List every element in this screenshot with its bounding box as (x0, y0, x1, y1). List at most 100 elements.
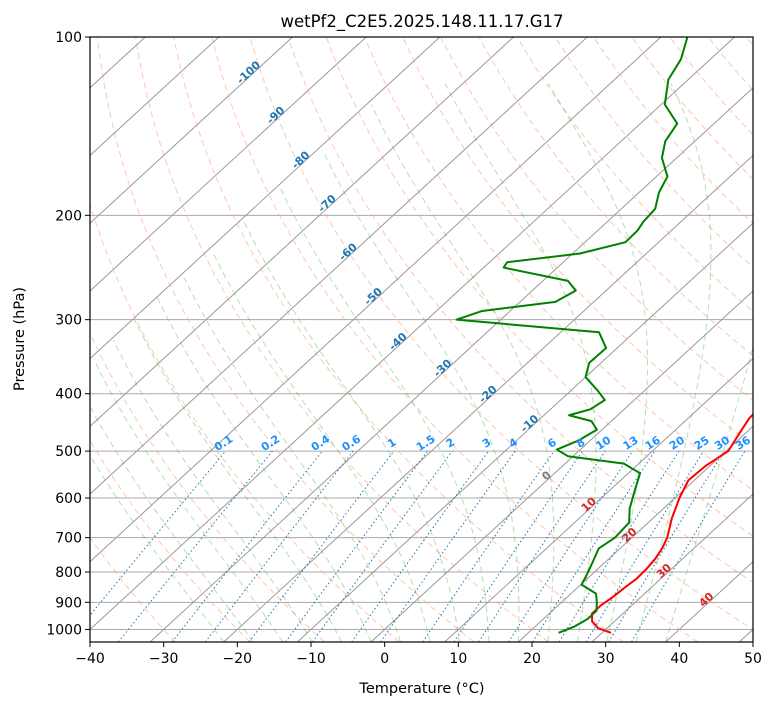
isotherm-line (665, 561, 753, 642)
moist-adiabat-line (279, 188, 490, 642)
isotherm-line (370, 290, 753, 642)
dry-adiabat-line (364, 37, 753, 491)
isotherm-line (0, 37, 72, 642)
y-tick-label: 600 (55, 491, 82, 507)
y-tick-label: 300 (55, 313, 82, 329)
mixing-ratio-line (558, 450, 680, 642)
x-tick-label: −10 (296, 651, 326, 667)
x-tick-label: 10 (449, 651, 467, 667)
y-tick-label: 100 (55, 30, 82, 46)
x-tick-label: 30 (597, 651, 615, 667)
isotherm-label: -10 (518, 412, 542, 435)
mixing-ratio-line (285, 450, 428, 642)
mixing-ratio-line (422, 450, 555, 642)
isotherm-label: -20 (476, 383, 500, 406)
y-tick-label: 900 (55, 595, 82, 611)
isotherm-line (739, 628, 753, 642)
dry-adiabat-line (402, 37, 753, 446)
moist-adiabat-line (93, 359, 284, 642)
y-tick-label: 400 (55, 387, 82, 403)
dry-adiabat-line (135, 37, 549, 642)
mixing-ratio-line (478, 450, 606, 642)
isotherm-label: -90 (264, 104, 288, 127)
mixing-ratio-line (532, 450, 656, 642)
mixing-ratio-line (117, 450, 273, 642)
mixing-ratio-label: 20 (667, 433, 687, 452)
mixing-ratio-line (351, 450, 489, 642)
y-tick-label: 500 (55, 444, 82, 460)
mixing-ratio-line (508, 450, 634, 642)
isotherm-label: 40 (696, 590, 716, 610)
mixing-ratio-label: 2 (444, 436, 458, 451)
moist-adiabat-line (183, 277, 401, 642)
isotherm-label: -30 (431, 357, 455, 380)
mixing-ratio-line (453, 450, 583, 642)
mixing-ratio-line (248, 450, 395, 642)
moist-adiabat-line (134, 319, 342, 642)
x-tick-label: 0 (380, 651, 389, 667)
dry-adiabat-line (478, 37, 753, 357)
dewpoint-profile-line (455, 37, 689, 634)
x-axis-title: Temperature (°C) (358, 681, 484, 697)
x-tick-label: −20 (223, 651, 253, 667)
isotherm-line (90, 37, 220, 157)
moist-adiabat-line (156, 297, 372, 642)
mixing-ratio-line (171, 450, 323, 642)
dry-adiabat-line (90, 332, 325, 642)
isotherm-label: -60 (336, 240, 360, 263)
isotherm-line (149, 87, 753, 642)
dry-adiabat-line (249, 37, 753, 631)
dry-adiabat-line (211, 37, 699, 642)
isotherm-line (297, 222, 753, 642)
moist-adiabat-line (90, 454, 225, 642)
dry-adiabat-line (669, 37, 753, 136)
isotherm-line (90, 37, 514, 427)
moist-adiabat-line (211, 251, 431, 642)
isotherm-label: -100 (234, 58, 263, 87)
isotherm-line (223, 154, 753, 642)
moist-adiabat-line (243, 221, 460, 642)
moist-adiabat-line (113, 340, 313, 642)
dry-adiabat-line (96, 37, 475, 642)
moist-adiabat-line (444, 83, 597, 642)
isotherm-label: 20 (619, 525, 639, 545)
mixing-ratio-line (204, 450, 354, 642)
plot-area (0, 37, 753, 642)
mixing-ratio-label: 1 (385, 436, 399, 451)
mixing-ratio-label: 25 (692, 434, 712, 453)
isotherm-line (444, 357, 753, 642)
x-tick-label: −40 (75, 651, 105, 667)
mixing-ratio-line (90, 450, 226, 617)
mixing-ratio-line (608, 450, 725, 642)
isotherm-line (90, 37, 293, 224)
x-tick-label: 40 (670, 651, 688, 667)
dry-adiabat-line (90, 202, 400, 642)
x-tick-label: 50 (744, 651, 762, 667)
dry-adiabat-line (554, 37, 753, 268)
plot-frame (89, 36, 754, 643)
dry-adiabat-line (440, 37, 753, 401)
isotherm-line (90, 37, 662, 563)
moist-adiabat-line (635, 83, 712, 642)
temperature-profile-line (591, 412, 753, 634)
isotherm-label: -70 (315, 192, 339, 215)
moist-adiabat-line (90, 405, 254, 642)
isotherm-line (591, 493, 753, 642)
dry-adiabat-line (516, 37, 753, 313)
y-tick-label: 700 (55, 531, 82, 547)
mixing-ratio-line (312, 450, 453, 642)
moist-adiabat-line (321, 149, 520, 642)
dry-adiabat-line (287, 37, 753, 584)
isotherm-line (90, 37, 735, 631)
mixing-ratio-label: 16 (643, 433, 663, 452)
moist-adiabat-line (548, 83, 649, 642)
mixing-ratio-line (380, 450, 516, 642)
y-axis-title: Pressure (hPa) (12, 287, 28, 391)
isotherm-label: -40 (386, 330, 410, 353)
y-tick-label: 200 (55, 208, 82, 224)
chart-title: wetPf2_C2E5.2025.148.11.17.G17 (280, 12, 563, 32)
moist-adiabat-line (665, 345, 753, 642)
y-tick-label: 800 (55, 565, 82, 581)
mixing-ratio-label: 36 (733, 433, 753, 452)
